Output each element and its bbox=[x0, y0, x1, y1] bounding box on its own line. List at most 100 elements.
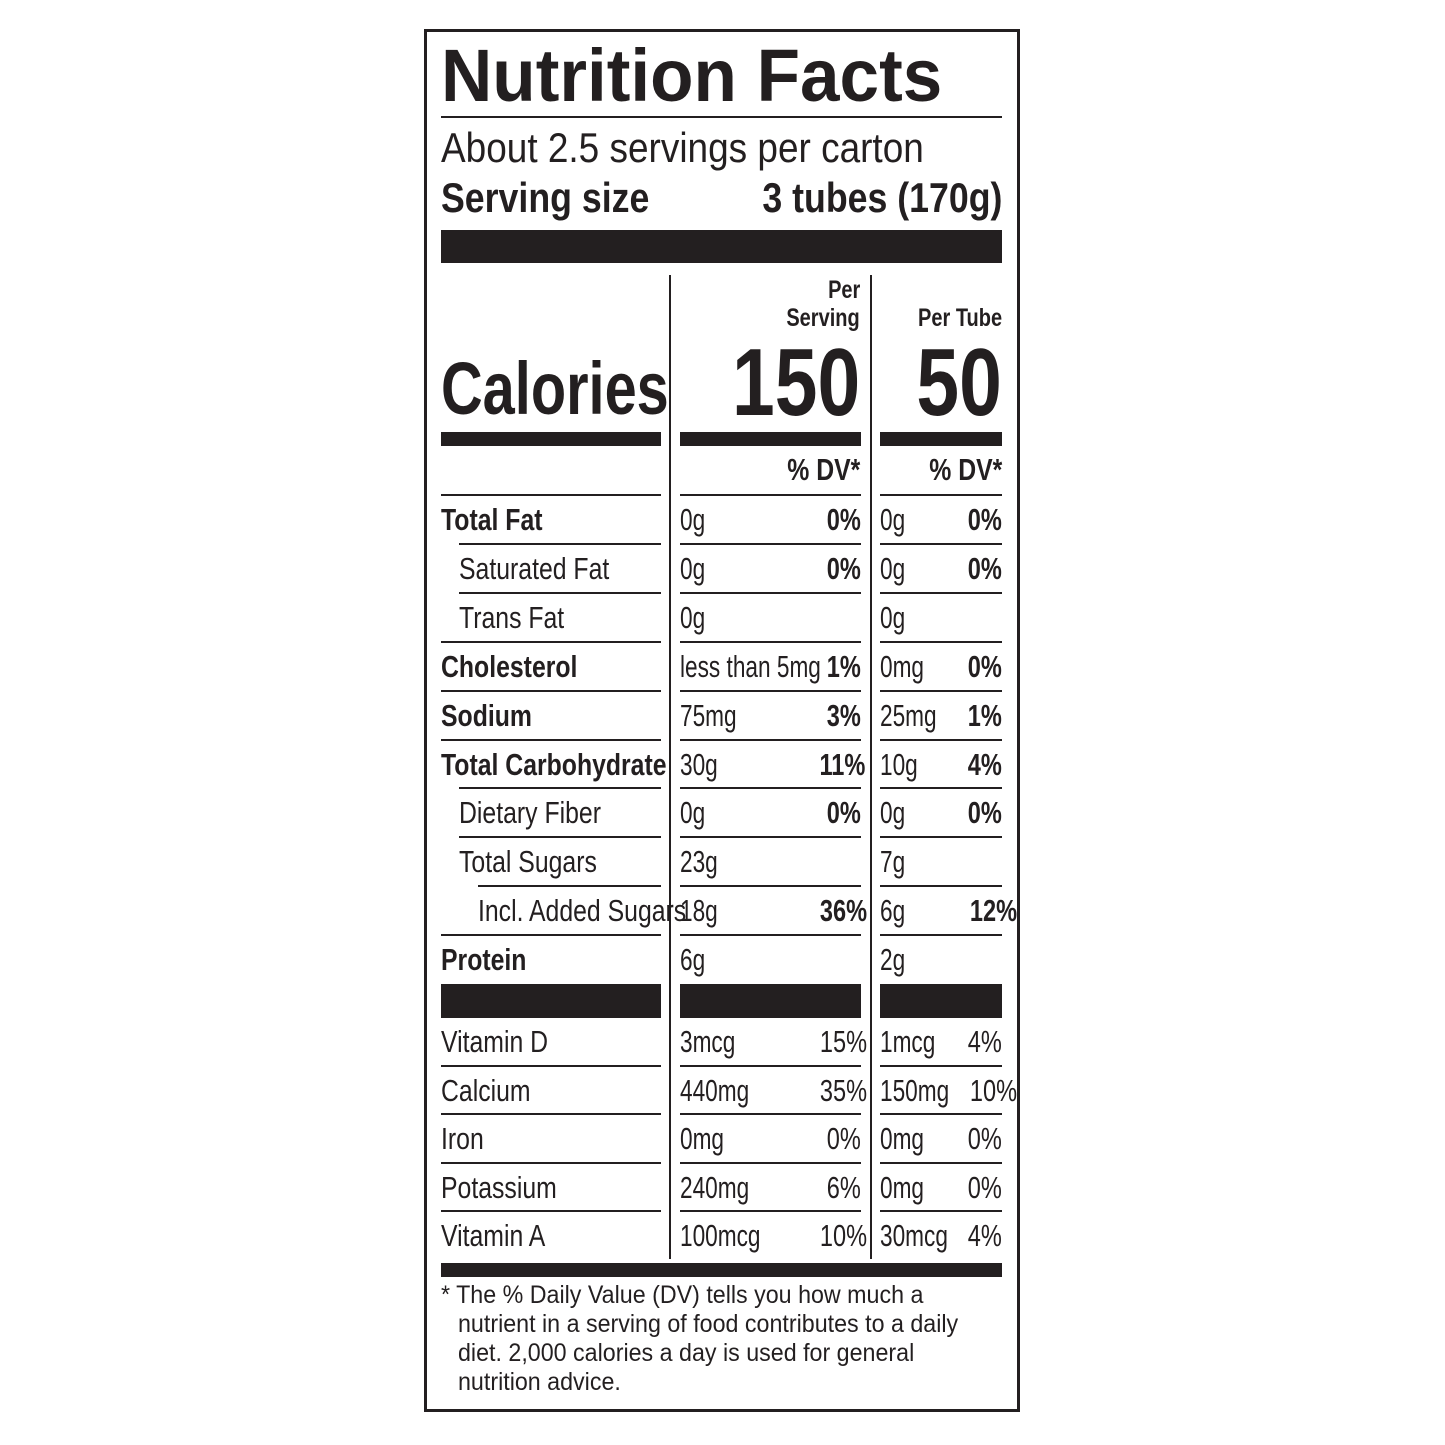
amount-text: 0g bbox=[880, 599, 906, 635]
nutrient-label: Total Fat bbox=[441, 496, 568, 543]
amount-text: 6g bbox=[680, 942, 706, 978]
per-serving-amount: 23g bbox=[680, 838, 808, 885]
per-tube-dv: 0% bbox=[955, 545, 1002, 592]
nutrient-label-text: Calcium bbox=[441, 1072, 531, 1108]
per-serving-dv: 0% bbox=[805, 496, 861, 543]
amount-text: 0mg bbox=[880, 1169, 925, 1205]
per-serving-dv bbox=[805, 594, 861, 641]
medium-divider bbox=[680, 432, 861, 446]
row-divider bbox=[680, 885, 861, 888]
amount-text: 0g bbox=[680, 502, 706, 537]
per-tube-amount: 0g bbox=[880, 496, 952, 543]
per-tube-amount: 25mg bbox=[880, 692, 952, 739]
row-divider bbox=[478, 885, 661, 888]
row-divider bbox=[880, 640, 1002, 643]
nutrient-label: Calcium bbox=[441, 1067, 553, 1114]
per-serving-dv: 0% bbox=[805, 1115, 861, 1162]
nutrition-facts-label bbox=[424, 29, 1020, 1412]
row-divider bbox=[441, 1161, 661, 1164]
row-divider bbox=[880, 542, 1002, 545]
dv-text: 15% bbox=[819, 1024, 868, 1059]
row-divider bbox=[680, 542, 861, 545]
dv-text: 1% bbox=[826, 648, 861, 684]
per-serving-dv: 0% bbox=[805, 789, 861, 836]
nutrient-label: Trans Fat bbox=[459, 594, 591, 641]
per-serving-amount: 3mcg bbox=[680, 1018, 808, 1065]
row-divider bbox=[880, 1016, 1002, 1018]
row-divider bbox=[459, 542, 661, 545]
per-serving-dv: 3% bbox=[805, 692, 861, 739]
per-tube-dv: 1% bbox=[955, 692, 1002, 739]
per-tube-dv: 0% bbox=[955, 1115, 1002, 1162]
nutrient-label: Potassium bbox=[441, 1164, 586, 1211]
row-divider bbox=[441, 689, 661, 692]
dv-text: 0% bbox=[967, 1121, 1002, 1156]
per-serving-dv: 6% bbox=[805, 1164, 861, 1211]
row-divider bbox=[459, 836, 661, 839]
dv-text: 36% bbox=[819, 893, 868, 929]
row-divider bbox=[441, 1064, 661, 1067]
per-tube-amount: 0mg bbox=[880, 1164, 952, 1211]
amount-text: 23g bbox=[680, 844, 718, 880]
row-divider bbox=[680, 934, 861, 937]
dv-text: 0% bbox=[826, 502, 861, 537]
per-tube-amount: 0mg bbox=[880, 1115, 952, 1162]
row-divider bbox=[680, 640, 861, 643]
per-tube-amount: 1mcg bbox=[880, 1018, 952, 1065]
per-tube-amount: 150mg bbox=[880, 1067, 952, 1114]
row-divider bbox=[880, 689, 1002, 692]
row-divider bbox=[680, 1064, 861, 1067]
per-tube-dv: 4% bbox=[955, 1212, 1002, 1259]
per-tube-dv bbox=[955, 936, 1002, 983]
amount-text: 240mg bbox=[680, 1169, 750, 1205]
thick-divider bbox=[880, 984, 1002, 1017]
amount-text: 0g bbox=[880, 502, 906, 537]
row-divider bbox=[680, 494, 861, 496]
dv-text: 3% bbox=[826, 697, 861, 733]
divider bbox=[441, 116, 1002, 118]
row-divider bbox=[680, 689, 861, 692]
per-tube-dv: 4% bbox=[955, 741, 1002, 788]
per-tube-header: Per Tube bbox=[917, 304, 1002, 332]
nutrient-label-text: Trans Fat bbox=[459, 599, 565, 635]
amount-text: 18g bbox=[680, 893, 718, 929]
thick-divider bbox=[441, 1263, 1002, 1277]
per-tube-dv: 0% bbox=[955, 789, 1002, 836]
dv-text: 12% bbox=[969, 893, 1018, 929]
nutrient-label-text: Sodium bbox=[441, 697, 532, 733]
per-serving-dv: 0% bbox=[805, 545, 861, 592]
amount-text: 30mcg bbox=[880, 1218, 948, 1253]
row-divider bbox=[680, 1016, 861, 1018]
per-tube-amount: 30mcg bbox=[880, 1212, 952, 1259]
amount-text: 0g bbox=[880, 550, 906, 586]
row-divider bbox=[680, 591, 861, 594]
per-tube-amount: 2g bbox=[880, 936, 952, 983]
row-divider bbox=[459, 591, 661, 594]
dv-text: 0% bbox=[826, 550, 861, 586]
serving-size-value: 3 tubes (170g) bbox=[762, 174, 1003, 221]
row-divider bbox=[441, 1016, 661, 1018]
per-serving-dv bbox=[805, 936, 861, 983]
row-divider bbox=[880, 885, 1002, 888]
per-tube-dv: 4% bbox=[955, 1018, 1002, 1065]
per-serving-dv: 15% bbox=[805, 1018, 867, 1065]
dv-text: 1% bbox=[967, 697, 1002, 733]
nutrient-label-text: Total Fat bbox=[441, 502, 543, 537]
per-tube-dv: 0% bbox=[955, 1164, 1002, 1211]
dv-text: 0% bbox=[967, 550, 1002, 586]
amount-text: 10g bbox=[880, 746, 918, 782]
row-divider bbox=[441, 494, 661, 496]
per-serving-dv bbox=[805, 838, 861, 885]
title: Nutrition Facts bbox=[441, 34, 943, 117]
amount-text: 0mg bbox=[880, 648, 925, 684]
nutrient-label: Saturated Fat bbox=[459, 545, 647, 592]
dv-text: 4% bbox=[967, 1218, 1002, 1253]
footnote: * The % Daily Value (DV) tells you how m… bbox=[441, 1281, 959, 1396]
per-tube-amount: 7g bbox=[880, 838, 952, 885]
nutrient-label-text: Dietary Fiber bbox=[459, 795, 601, 831]
row-divider bbox=[880, 1161, 1002, 1164]
amount-text: 7g bbox=[880, 844, 906, 880]
dv-text: 0% bbox=[967, 502, 1002, 537]
medium-divider bbox=[441, 432, 661, 446]
nutrient-label-text: Vitamin D bbox=[441, 1024, 549, 1059]
